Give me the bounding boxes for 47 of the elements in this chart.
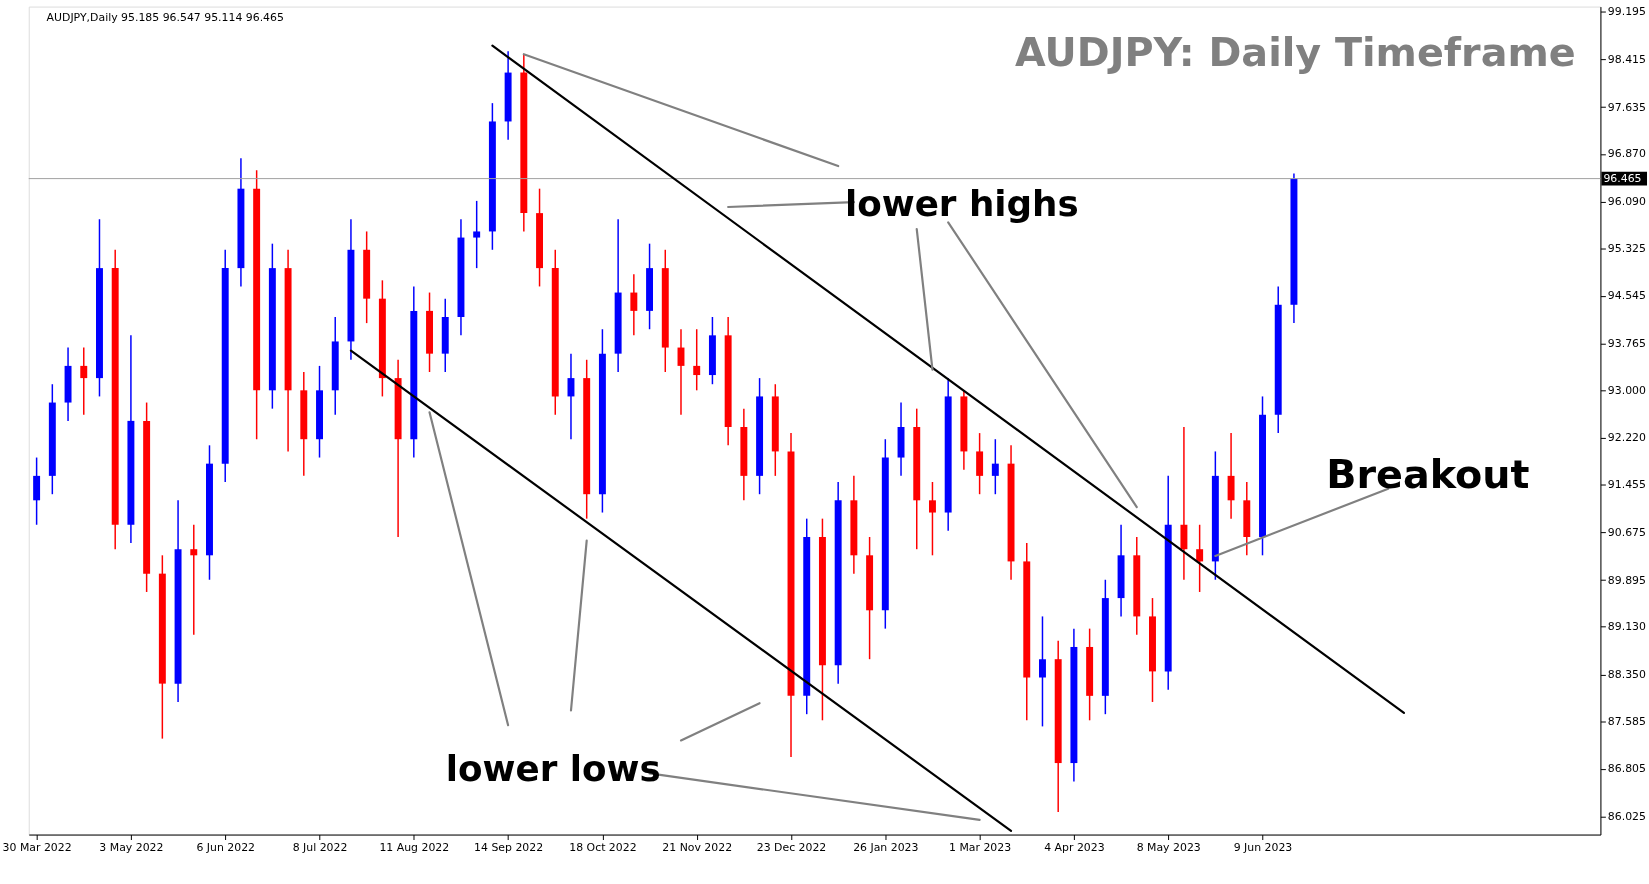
candlestick <box>1196 524 1204 593</box>
annotation: lower highs <box>844 182 1079 224</box>
x-tick-label: 4 Apr 2023 <box>1044 840 1105 854</box>
x-tick-label: 9 Jun 2023 <box>1233 840 1293 854</box>
x-tick-label: 8 Jul 2022 <box>292 840 348 854</box>
x-tick-label: 21 Nov 2022 <box>662 840 733 854</box>
y-tick-label: 94.545 <box>1607 289 1646 303</box>
y-tick-label: 97.635 <box>1607 100 1646 114</box>
y-tick-label: 89.130 <box>1607 620 1647 634</box>
candlestick <box>928 481 936 557</box>
x-tick-label: 14 Sep 2022 <box>474 840 544 854</box>
x-tick-label: 11 Aug 2022 <box>379 840 450 854</box>
x-tick-label: 26 Jan 2023 <box>853 840 919 854</box>
y-tick-label: 92.220 <box>1607 431 1647 445</box>
y-tick-label: 86.805 <box>1607 762 1646 776</box>
annotation: lower lows <box>445 748 661 790</box>
candlestick <box>630 273 638 337</box>
y-tick-label: 95.325 <box>1607 241 1646 255</box>
x-tick-label: 6 Jun 2022 <box>196 840 256 854</box>
ref-line-label: 96.465 <box>1603 171 1642 185</box>
x-tick-label: 3 May 2022 <box>99 840 164 854</box>
candlestick <box>80 346 88 416</box>
x-tick-label: 1 Mar 2023 <box>949 840 1012 854</box>
candlestick <box>1039 615 1046 728</box>
y-tick-label: 96.090 <box>1607 194 1647 208</box>
y-tick-label: 90.675 <box>1607 525 1646 539</box>
annotation: AUDJPY,Daily 95.185 96.547 95.114 96.465 <box>46 11 284 25</box>
x-tick-label: 18 Oct 2022 <box>569 840 637 854</box>
x-tick-label: 23 Dec 2022 <box>756 840 827 854</box>
annotation: Breakout <box>1326 451 1530 498</box>
y-tick-label: 87.585 <box>1607 714 1646 728</box>
x-tick-label: 8 May 2023 <box>1136 840 1201 854</box>
y-tick-label: 98.415 <box>1607 52 1646 66</box>
candlestick <box>693 328 701 392</box>
y-tick-label: 99.195 <box>1607 5 1646 19</box>
y-tick-label: 93.765 <box>1607 337 1646 351</box>
y-tick-label: 86.025 <box>1607 810 1646 823</box>
y-tick-label: 93.000 <box>1607 383 1647 397</box>
candlestick <box>190 524 198 636</box>
y-tick-label: 88.350 <box>1607 667 1647 681</box>
candlestick <box>473 200 481 269</box>
text: AUDJPY: Daily Timeframe <box>1015 29 1576 76</box>
y-tick-label: 89.895 <box>1607 573 1646 587</box>
y-tick-label: 96.870 <box>1607 147 1647 161</box>
y-tick-label: 91.455 <box>1607 478 1646 492</box>
candlestick <box>991 438 999 495</box>
x-tick-label: 30 Mar 2022 <box>2 840 72 854</box>
